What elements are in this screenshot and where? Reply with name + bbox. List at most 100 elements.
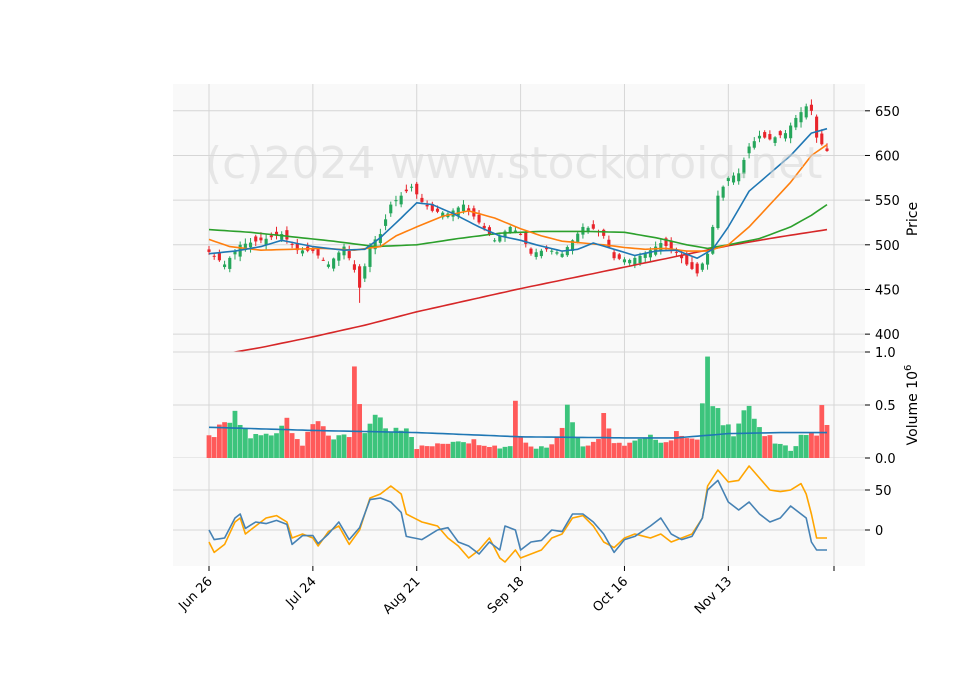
volume-bar <box>710 406 716 458</box>
volume-bar <box>237 424 243 458</box>
price-tick-label: 400 <box>875 328 900 343</box>
candle-body <box>233 251 237 255</box>
volume-bar <box>554 436 560 458</box>
volume-bar <box>227 422 233 458</box>
price-tick-label: 650 <box>875 105 900 120</box>
oscillator-signal-line <box>208 465 827 563</box>
volume-bar <box>549 444 555 458</box>
volume-bar <box>767 435 773 458</box>
volume-bar <box>253 434 259 458</box>
watermark: (c)2024 www.stockdroid.net <box>205 138 822 189</box>
volume-bar <box>658 442 664 458</box>
volume-bar <box>481 445 487 458</box>
candle-body <box>420 197 424 202</box>
volume-bar <box>258 435 264 458</box>
volume-bar <box>320 426 326 458</box>
candle-body <box>399 195 403 205</box>
volume-bar <box>206 435 212 458</box>
candle-body <box>820 133 824 145</box>
volume-bar <box>300 445 305 458</box>
volume-bar <box>294 439 300 458</box>
volume-tick-label: 0.5 <box>875 399 896 414</box>
volume-bar <box>429 446 435 458</box>
candle-body <box>690 262 694 269</box>
osc-tick-label: 0 <box>875 524 883 539</box>
volume-bar <box>616 442 622 458</box>
volume-bar <box>367 423 373 458</box>
candle-body <box>207 249 211 252</box>
candle-body <box>783 133 788 139</box>
price-tick-label: 450 <box>875 283 900 298</box>
volume-bar <box>518 436 523 458</box>
candle-body <box>586 227 590 233</box>
volume-bar <box>725 424 731 458</box>
candle-body <box>607 239 611 248</box>
candle-body <box>680 254 684 259</box>
candle-body <box>228 257 232 269</box>
volume-bar <box>284 417 290 458</box>
candle-body <box>799 112 803 123</box>
candle-body <box>461 204 466 212</box>
candle-body <box>638 255 642 264</box>
volume-bar <box>279 425 285 458</box>
volume-bar <box>746 405 752 458</box>
volume-bar <box>336 435 342 458</box>
candle-body <box>539 250 543 257</box>
volume-bar <box>772 443 778 458</box>
volume-bar <box>637 438 643 458</box>
candle-body <box>248 242 253 248</box>
volume-bar <box>570 422 575 458</box>
candle-body <box>441 212 445 218</box>
volume-bar <box>445 443 451 458</box>
candle-body <box>384 219 388 226</box>
oscillator-panel: 0 50 <box>173 458 892 566</box>
volume-bar <box>471 439 477 458</box>
volume-bar <box>305 431 311 458</box>
candle-body <box>752 141 756 148</box>
volume-bar <box>398 430 404 458</box>
candle-body <box>217 252 221 261</box>
volume-bar <box>362 433 368 458</box>
volume-bar <box>627 442 633 458</box>
volume-bar <box>326 435 331 458</box>
candle-body <box>326 264 331 267</box>
candle-body <box>685 255 689 265</box>
candle-body <box>648 250 652 258</box>
candle-body <box>576 233 580 242</box>
candle-body <box>726 177 730 182</box>
candle-body <box>617 254 621 259</box>
volume-bar <box>741 410 747 458</box>
candle-body <box>716 195 720 229</box>
candle-body <box>633 257 637 266</box>
candle-body <box>674 251 678 253</box>
volume-bar <box>538 446 544 458</box>
candle-body <box>789 125 793 139</box>
candle-body <box>747 146 751 154</box>
candle-body <box>768 134 772 140</box>
volume-bar <box>648 434 653 458</box>
volume-bar <box>310 424 316 458</box>
candle-body <box>352 264 356 270</box>
candle-body <box>534 252 538 257</box>
volume-tick-label: 0.0 <box>875 452 896 467</box>
candle-body <box>508 226 512 233</box>
volume-bar <box>731 436 736 458</box>
candle-body <box>570 240 575 251</box>
volume-bar <box>523 442 529 458</box>
price-panel: 400 450 500 550 600 650 <box>173 84 900 358</box>
candle-body <box>737 173 741 182</box>
candle-body <box>809 104 813 111</box>
volume-bar <box>751 418 757 458</box>
volume-axis-label: Volume 106 <box>903 365 921 446</box>
volume-bar <box>575 437 581 458</box>
volume-bar <box>393 427 399 458</box>
candle-body <box>493 240 497 242</box>
price-tick-label: 500 <box>875 239 900 254</box>
candle-body <box>498 235 502 242</box>
osc-tick-label: 50 <box>875 484 892 499</box>
candle-body <box>524 232 528 244</box>
volume-bar <box>513 400 518 458</box>
candle-body <box>430 203 434 211</box>
price-tick-label: 600 <box>875 149 900 164</box>
ma-fast-line <box>208 127 828 260</box>
